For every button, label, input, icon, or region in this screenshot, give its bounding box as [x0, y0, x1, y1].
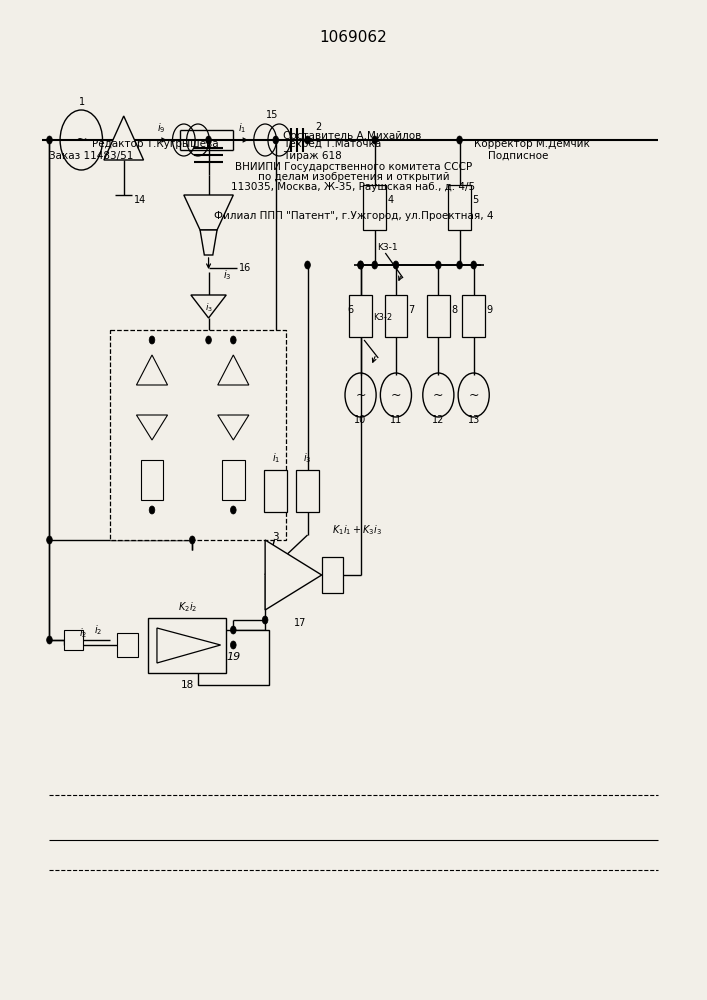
Text: 113035, Москва, Ж-35, Раушская наб., д. 4/5: 113035, Москва, Ж-35, Раушская наб., д. … — [231, 182, 476, 192]
Text: $K_1 i_1 + K_3 i_3$: $K_1 i_1 + K_3 i_3$ — [332, 523, 382, 537]
Polygon shape — [191, 295, 226, 318]
Text: $i_3$: $i_3$ — [303, 451, 312, 465]
Circle shape — [47, 536, 52, 544]
Text: $i_9$: $i_9$ — [157, 121, 165, 135]
Text: 15: 15 — [266, 110, 279, 120]
Text: 12: 12 — [432, 415, 445, 425]
Circle shape — [457, 261, 462, 269]
Polygon shape — [104, 116, 144, 160]
Text: Корректор М.Демчик: Корректор М.Демчик — [474, 139, 590, 149]
Polygon shape — [265, 540, 322, 610]
Circle shape — [149, 506, 155, 514]
Text: K3-2: K3-2 — [373, 314, 392, 322]
Bar — [141, 460, 163, 500]
Text: 1069062: 1069062 — [320, 30, 387, 45]
Text: Филиал ППП "Патент", г.Ужгород, ул.Проектная, 4: Филиал ППП "Патент", г.Ужгород, ул.Проек… — [214, 211, 493, 221]
Text: ~: ~ — [76, 133, 87, 147]
Text: $i_3$: $i_3$ — [204, 302, 213, 314]
Text: 10: 10 — [354, 415, 367, 425]
Text: $i_2$: $i_2$ — [94, 623, 103, 637]
Circle shape — [230, 336, 236, 344]
Circle shape — [230, 641, 236, 649]
Bar — [110, 330, 286, 540]
Text: ~: ~ — [469, 388, 479, 401]
Polygon shape — [200, 230, 217, 255]
Text: Редактор Т.Кугрышева: Редактор Т.Кугрышева — [92, 139, 218, 149]
Text: 5: 5 — [472, 195, 479, 205]
Bar — [427, 295, 450, 337]
Text: 6: 6 — [347, 305, 354, 315]
Text: 18: 18 — [181, 680, 194, 690]
Circle shape — [189, 536, 195, 544]
Text: ~: ~ — [356, 388, 366, 401]
Text: 17: 17 — [294, 618, 307, 628]
Text: $K_2 i_2$: $K_2 i_2$ — [177, 600, 197, 614]
Bar — [448, 185, 471, 230]
Circle shape — [471, 261, 477, 269]
Text: 4: 4 — [387, 195, 394, 205]
Circle shape — [206, 136, 211, 144]
Text: 7: 7 — [409, 305, 415, 315]
Text: Подписное: Подписное — [488, 151, 548, 161]
Bar — [296, 470, 319, 512]
Circle shape — [262, 616, 268, 624]
Circle shape — [206, 336, 211, 344]
Polygon shape — [184, 195, 233, 230]
Bar — [322, 557, 343, 593]
Circle shape — [305, 136, 310, 144]
Circle shape — [372, 136, 378, 144]
Bar — [462, 295, 485, 337]
Bar — [198, 630, 269, 685]
Text: 14: 14 — [134, 195, 146, 205]
Circle shape — [457, 136, 462, 144]
Text: 11: 11 — [390, 415, 402, 425]
Bar — [64, 630, 83, 650]
Text: Техред Т.Маточка: Техред Т.Маточка — [283, 139, 381, 149]
Circle shape — [372, 261, 378, 269]
Text: 13: 13 — [467, 415, 480, 425]
Circle shape — [230, 506, 236, 514]
Text: 1: 1 — [79, 97, 85, 107]
Text: 9: 9 — [486, 305, 493, 315]
Text: Составитель А.Михайлов: Составитель А.Михайлов — [283, 131, 421, 141]
Text: $i_1$: $i_1$ — [238, 121, 247, 135]
Circle shape — [149, 336, 155, 344]
Bar — [363, 185, 386, 230]
Text: 3: 3 — [273, 532, 279, 542]
Text: 16: 16 — [239, 263, 252, 273]
Text: ВНИИПИ Государственного комитета СССР: ВНИИПИ Государственного комитета СССР — [235, 162, 472, 172]
Bar — [264, 470, 287, 512]
Text: $i_3$: $i_3$ — [223, 268, 231, 282]
Circle shape — [436, 261, 441, 269]
Circle shape — [273, 136, 279, 144]
Circle shape — [358, 261, 363, 269]
Text: 8: 8 — [451, 305, 457, 315]
Bar — [117, 633, 138, 657]
Bar — [385, 295, 407, 337]
Text: ~: ~ — [391, 388, 401, 401]
Circle shape — [230, 626, 236, 634]
Text: по делам изобретения и открытий: по делам изобретения и открытий — [257, 172, 450, 182]
Circle shape — [305, 261, 310, 269]
Circle shape — [47, 136, 52, 144]
Bar — [148, 618, 226, 673]
Text: 19: 19 — [226, 652, 240, 662]
Circle shape — [393, 261, 399, 269]
Text: 2: 2 — [315, 122, 321, 132]
Text: $i_1$: $i_1$ — [271, 451, 280, 465]
Text: $i_2$: $i_2$ — [79, 626, 88, 640]
Text: K3-1: K3-1 — [377, 242, 398, 251]
Text: ~: ~ — [433, 388, 443, 401]
Text: Тираж 618: Тираж 618 — [283, 151, 341, 161]
Bar — [222, 460, 245, 500]
Circle shape — [358, 261, 363, 269]
Circle shape — [47, 636, 52, 644]
Bar — [349, 295, 372, 337]
Text: Заказ 11483/51: Заказ 11483/51 — [49, 151, 134, 161]
